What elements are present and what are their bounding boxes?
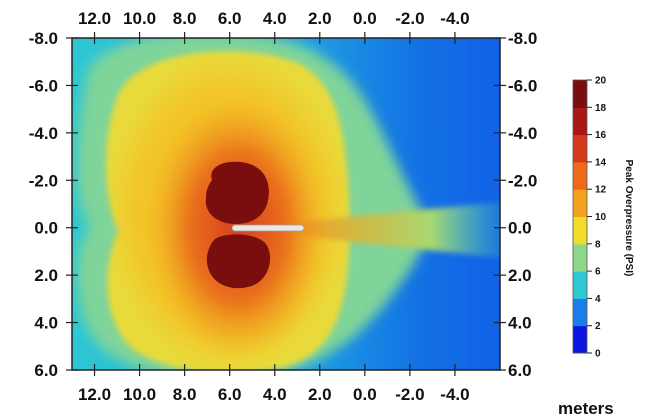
y-tick-label-right: 4.0 [508,314,532,333]
x-tick-label-bottom: 8.0 [173,385,197,404]
colorbar-segment [573,216,587,245]
x-tick-label-top: 4.0 [263,9,287,28]
x-axis-bottom: 12.0 10.0 8.0 6.0 4.0 2.0 0.0 -2.0 -4.0 [78,385,470,404]
colorbar-tick-label: 18 [595,103,607,114]
colorbar-title: Peak Overpressure (PSI) [623,160,634,277]
colorbar-segment [573,189,587,217]
y-tick-label-right: 6.0 [508,361,532,380]
x-tick-label-bottom: 4.0 [263,385,287,404]
x-tick-label-top: 12.0 [78,9,111,28]
y-tick-label-left: -6.0 [29,76,58,95]
x-axis-top: 12.0 10.0 8.0 6.0 4.0 2.0 0.0 -2.0 -4.0 [78,9,470,28]
colorbar-segment [573,80,587,108]
colorbar-ticks: 0 2 4 6 8 10 12 14 16 18 20 [587,76,607,360]
colorbar-segment [573,107,587,136]
y-tick-label-left: -4.0 [29,124,58,143]
colorbar-tick-label: 12 [595,185,607,196]
colorbar-segment [573,298,587,327]
colorbar-tick-label: 6 [595,267,601,278]
plot-frame [71,37,501,371]
colorbar-tick-label: 0 [595,349,601,360]
colorbar-tick-label: 10 [595,212,607,223]
colorbar-segment [573,325,587,354]
x-tick-label-bottom: 2.0 [308,385,332,404]
tick-marks [66,32,506,376]
colorbar-tick-label: 20 [595,76,607,87]
y-tick-label-right: -2.0 [508,171,537,190]
charge-source [231,224,305,232]
colorbar-gradient [572,79,588,354]
colorbar-segment [573,161,587,190]
y-tick-label-right: -4.0 [508,124,537,143]
y-axis-left: -8.0 -6.0 -4.0 -2.0 0.0 2.0 4.0 6.0 [29,29,58,380]
colorbar-tick-label: 8 [595,239,601,250]
x-tick-label-bottom: 0.0 [353,385,377,404]
y-tick-label-left: 6.0 [34,361,58,380]
y-tick-label-left: -8.0 [29,29,58,48]
y-tick-label-left: 2.0 [34,266,58,285]
jet-plume [300,202,500,258]
y-tick-label-right: -8.0 [508,29,537,48]
y-tick-label-right: 0.0 [508,219,532,238]
colorbar-segment [573,243,587,272]
x-tick-label-bottom: -4.0 [440,385,469,404]
heatmap-field [72,38,500,370]
x-tick-label-top: 0.0 [353,9,377,28]
x-tick-label-top: 6.0 [218,9,242,28]
y-tick-label-right: -6.0 [508,76,537,95]
x-tick-label-bottom: 10.0 [123,385,156,404]
x-tick-label-top: -4.0 [440,9,469,28]
y-axis-right: -8.0 -6.0 -4.0 -2.0 0.0 2.0 4.0 6.0 [508,29,537,380]
colorbar-tick-label: 4 [595,294,601,305]
colorbar-segment [573,134,587,163]
y-tick-label-right: 2.0 [508,266,532,285]
colorbar: 0 2 4 6 8 10 12 14 16 18 20 Peak Overpressure (PSI… [572,76,634,360]
colorbar-tick-label: 14 [595,157,607,168]
x-tick-label-bottom: 6.0 [218,385,242,404]
y-tick-label-left: 0.0 [34,219,58,238]
colorbar-tick-label: 2 [595,321,601,332]
x-tick-label-top: -2.0 [395,9,424,28]
x-tick-label-bottom: 12.0 [78,385,111,404]
y-tick-label-left: 4.0 [34,314,58,333]
x-axis-unit-label: meters [558,399,614,418]
peak-region-upper [205,161,269,224]
colorbar-tick-label: 16 [595,130,607,141]
peak-region-lower [206,234,271,289]
x-tick-label-top: 2.0 [308,9,332,28]
colorbar-segment [573,271,587,299]
x-tick-label-top: 10.0 [123,9,156,28]
x-tick-label-top: 8.0 [173,9,197,28]
y-tick-label-left: -2.0 [29,171,58,190]
x-tick-label-bottom: -2.0 [395,385,424,404]
